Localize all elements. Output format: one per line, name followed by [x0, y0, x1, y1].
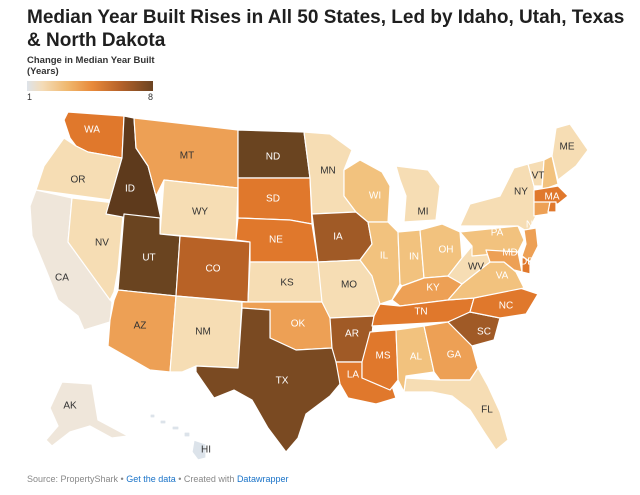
label-nv: NV — [95, 238, 109, 249]
legend-title: Change in Median Year Built (Years) — [27, 55, 155, 77]
label-nm: NM — [195, 327, 211, 338]
state-ct[interactable] — [533, 201, 551, 217]
label-id: ID — [125, 184, 135, 195]
label-oh: OH — [439, 245, 454, 256]
state-il[interactable] — [359, 221, 401, 305]
label-ut: UT — [142, 253, 155, 264]
label-mt: MT — [180, 151, 194, 162]
legend-min-label: 1 — [27, 92, 33, 102]
label-az: AZ — [134, 321, 147, 332]
state-de[interactable] — [521, 255, 531, 275]
label-ks: KS — [280, 278, 294, 289]
label-mo: MO — [341, 280, 357, 291]
label-la: LA — [347, 370, 360, 381]
label-ms: MS — [376, 351, 391, 362]
footer: Source: PropertyShark • Get the data • C… — [27, 474, 289, 484]
state-mi[interactable] — [395, 165, 441, 223]
state-md[interactable] — [485, 249, 523, 273]
state-nh[interactable] — [541, 155, 559, 191]
chart-title: Median Year Built Rises in All 50 States… — [27, 7, 625, 51]
label-ky: KY — [426, 283, 440, 294]
state-ak[interactable] — [45, 381, 129, 447]
label-pa: PA — [491, 228, 504, 239]
label-ia: IA — [333, 232, 343, 243]
label-co: CO — [206, 264, 221, 275]
label-il: IL — [380, 251, 389, 262]
footer-source: Source: PropertyShark — [27, 474, 119, 484]
label-ny: NY — [514, 187, 528, 198]
label-nc: NC — [499, 301, 513, 312]
state-ny[interactable] — [459, 163, 537, 233]
datawrapper-link[interactable]: Datawrapper — [236, 474, 289, 484]
label-mi: MI — [417, 207, 428, 218]
label-tx: TX — [276, 376, 289, 387]
label-hi: HI — [201, 445, 211, 456]
state-me[interactable] — [551, 123, 589, 181]
label-wa: WA — [84, 125, 100, 136]
label-ne: NE — [269, 235, 283, 246]
get-data-link[interactable]: Get the data — [126, 474, 176, 484]
state-labels: WA OR CA NV ID MT WY UT AZ CO NM ND SD N… — [55, 125, 575, 456]
label-de: DE — [520, 257, 534, 268]
label-ga: GA — [447, 350, 462, 361]
color-legend: Change in Median Year Built (Years) 1 8 — [27, 55, 157, 103]
label-fl: FL — [481, 405, 493, 416]
label-nd: ND — [266, 152, 280, 163]
label-vt: VT — [532, 171, 545, 182]
legend-gradient-bar — [27, 81, 153, 91]
label-wv: WV — [468, 262, 484, 273]
label-sd: SD — [266, 194, 280, 205]
label-va: VA — [496, 271, 509, 282]
label-me: ME — [560, 142, 575, 153]
label-mn: MN — [320, 166, 336, 177]
label-ma: MA — [545, 192, 560, 203]
label-al: AL — [410, 352, 423, 363]
label-ak: AK — [63, 401, 77, 412]
label-md: MD — [502, 248, 518, 259]
label-ok: OK — [291, 319, 306, 330]
label-wy: WY — [192, 207, 208, 218]
state-hi[interactable] — [149, 413, 207, 461]
state-ri[interactable] — [547, 201, 557, 213]
label-in: IN — [409, 252, 419, 263]
legend-max-label: 8 — [147, 92, 153, 102]
state-ma[interactable] — [533, 185, 569, 205]
label-wi: WI — [369, 191, 381, 202]
label-ca: CA — [55, 273, 69, 284]
label-sc: SC — [477, 327, 491, 338]
state-tx[interactable] — [195, 307, 341, 453]
label-nj: NJ — [526, 220, 538, 231]
label-tn: TN — [414, 307, 427, 318]
label-ar: AR — [345, 329, 359, 340]
state-sc[interactable] — [447, 311, 501, 347]
label-or: OR — [71, 175, 86, 186]
state-fl[interactable] — [403, 367, 509, 451]
